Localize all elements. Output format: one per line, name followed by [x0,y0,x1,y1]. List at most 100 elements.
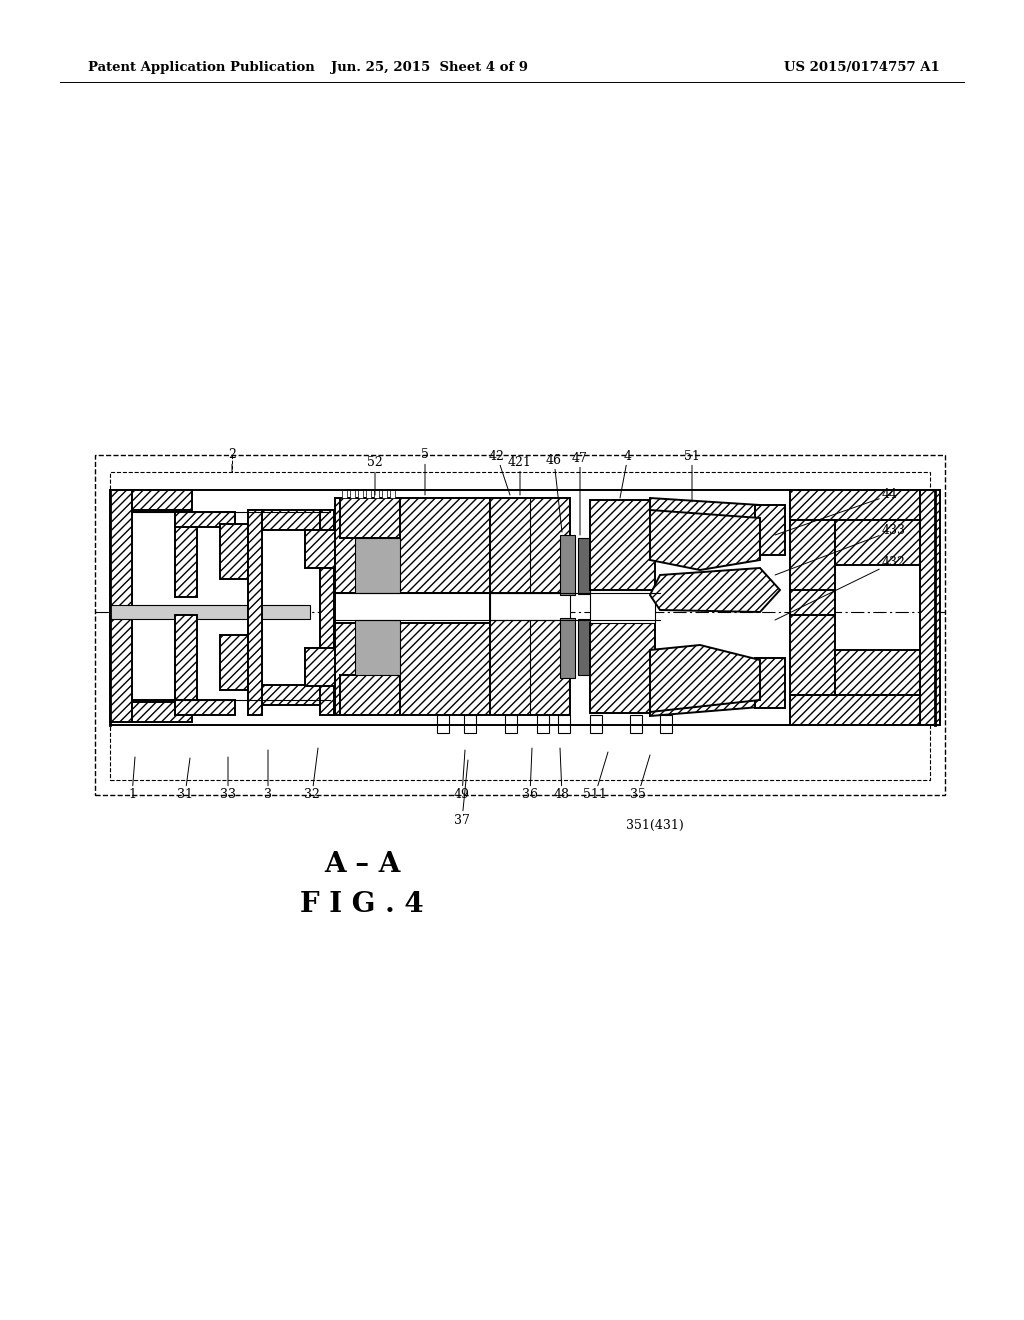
Text: A – A: A – A [324,851,400,879]
Bar [335,620,490,715]
Bar [755,506,785,554]
Bar [220,635,248,690]
Bar [248,685,333,705]
Bar [220,524,248,579]
Bar [590,500,655,590]
Bar [110,490,185,512]
Bar [490,498,570,593]
Bar [560,535,575,595]
Text: 433: 433 [775,524,906,576]
Bar [132,490,193,510]
Bar [390,490,395,498]
Bar [755,657,785,708]
Bar [110,473,930,780]
Bar [132,490,193,510]
Bar [537,715,549,733]
Bar [755,506,785,554]
Bar [835,520,920,565]
Bar [110,490,185,512]
Bar [305,531,347,568]
Bar [340,675,400,715]
Bar [505,715,517,733]
Text: 4: 4 [620,450,632,498]
Text: 49: 49 [454,750,470,801]
Bar [355,620,400,675]
Bar [248,510,262,715]
Bar [382,490,387,498]
Polygon shape [650,690,760,715]
Bar [355,539,400,593]
Text: 511: 511 [583,752,608,801]
Bar [660,715,672,733]
Text: Jun. 25, 2015  Sheet 4 of 9: Jun. 25, 2015 Sheet 4 of 9 [332,62,528,74]
Bar [835,649,920,696]
Text: 2: 2 [228,449,236,473]
Bar [342,490,347,498]
Text: 44: 44 [775,488,898,535]
Bar [590,590,655,623]
Bar [305,648,347,686]
Bar [95,455,945,795]
Bar [340,498,400,539]
Bar [319,510,334,715]
Bar [437,715,449,733]
Bar [790,490,940,520]
Text: 46: 46 [546,454,562,532]
Bar [175,615,197,700]
Text: 5: 5 [421,449,429,495]
Bar [790,615,835,696]
Text: 37: 37 [454,760,470,826]
Bar [590,623,655,713]
Bar [366,490,371,498]
Bar [335,498,490,593]
Bar [175,512,234,527]
Bar [175,512,234,527]
Bar [490,498,570,593]
Bar [175,512,197,597]
Text: 351(431): 351(431) [626,818,684,832]
Bar [790,696,940,725]
Bar [920,490,940,725]
Bar [132,702,193,722]
Bar [464,715,476,733]
Bar [558,715,570,733]
Bar [790,520,835,601]
Bar [110,490,132,722]
Bar [248,510,262,715]
Bar [490,593,570,620]
Bar [305,648,347,686]
Bar [335,593,490,623]
Text: 3: 3 [264,750,272,801]
Text: 48: 48 [554,748,570,801]
Bar [590,623,655,713]
Text: 33: 33 [220,756,236,801]
Bar [560,618,575,678]
Bar [790,696,940,725]
Text: 32: 32 [304,748,319,801]
Bar [835,649,920,696]
Bar [248,685,333,705]
Text: 1: 1 [128,756,136,801]
Bar [790,615,835,696]
Bar [175,700,234,715]
Text: 432: 432 [775,556,906,620]
Bar [358,490,362,498]
Bar [490,620,570,715]
Bar [132,702,193,722]
Bar [319,510,334,715]
Bar [590,715,602,733]
Bar [490,620,570,715]
Bar [175,512,197,597]
Bar [175,700,234,715]
Polygon shape [650,510,760,570]
Bar [110,490,132,722]
Text: 51: 51 [684,450,700,502]
Text: Patent Application Publication: Patent Application Publication [88,62,314,74]
Bar [790,590,835,615]
Polygon shape [650,645,760,711]
Bar [340,498,400,539]
Bar [630,715,642,733]
Bar [305,531,347,568]
Bar [790,490,940,520]
Text: 47: 47 [572,451,588,535]
